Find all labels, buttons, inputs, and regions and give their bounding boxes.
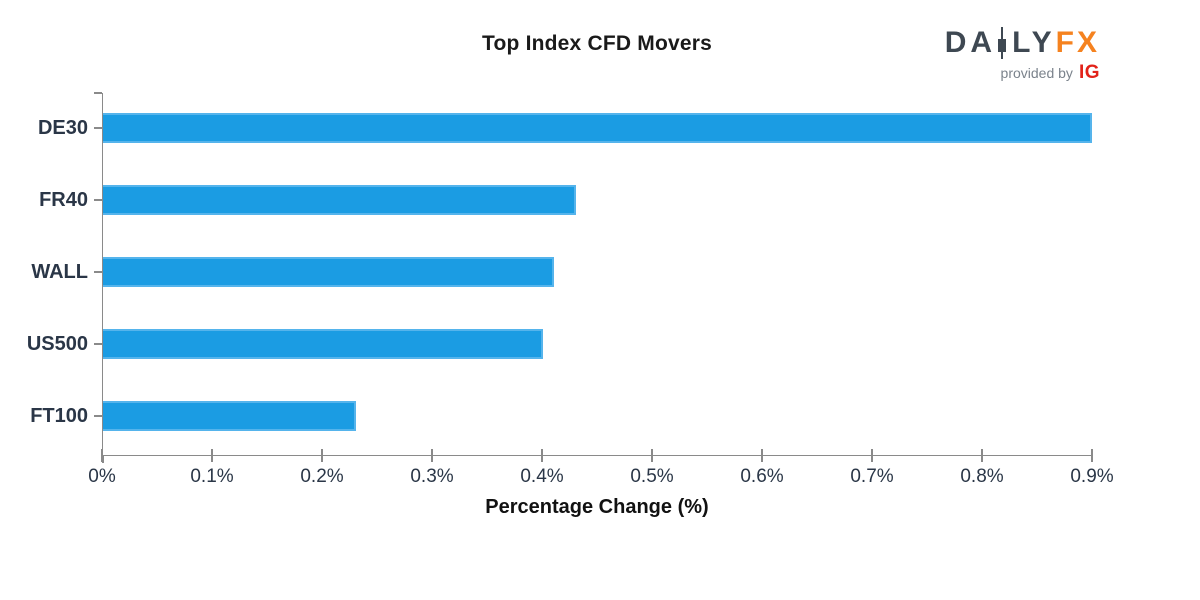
plot-area [102,93,1092,456]
x-tick-label: 0.6% [740,466,784,487]
logo-subline: provided by IG [945,62,1100,84]
logo-text-ly: LY [1012,26,1056,59]
x-tick-label: 0.2% [300,466,344,487]
bar-ft100 [103,401,356,431]
x-tick-label: 0.7% [850,466,894,487]
bar-wall [103,257,554,287]
x-tick-mark [101,449,103,462]
y-tick-mark [94,343,102,345]
x-tick-mark [431,449,433,462]
x-tick-label: 0.5% [630,466,674,487]
y-axis-cap [94,92,102,94]
bar-fr40 [103,185,576,215]
bar-us500 [103,329,543,359]
x-axis-title: Percentage Change (%) [485,496,709,518]
x-tick-label: 0% [88,466,116,487]
x-tick-mark [541,449,543,462]
x-tick-label: 0.1% [190,466,234,487]
bar-de30 [103,113,1092,143]
ig-logo: IG [1078,62,1100,83]
x-tick-label: 0.4% [520,466,564,487]
logo-text-fx: FX [1055,26,1100,59]
y-tick-mark [94,199,102,201]
x-tick-mark [1091,449,1093,462]
x-tick-mark [211,449,213,462]
logo-text-da: DA [944,26,997,59]
x-tick-label: 0.9% [1070,466,1114,487]
y-tick-label-fr40: FR40 [39,189,88,211]
x-tick-mark [761,449,763,462]
y-tick-label-wall: WALL [31,261,88,283]
y-tick-mark [94,415,102,417]
y-tick-label-de30: DE30 [37,117,88,139]
y-tick-mark [94,127,102,129]
chart-title: Top Index CFD Movers [482,32,712,55]
x-tick-mark [871,449,873,462]
dailyfx-logo: DA LY FX provided by IG [945,26,1100,84]
x-tick-mark [981,449,983,462]
candlestick-icon [996,27,1008,59]
x-tick-mark [651,449,653,462]
x-tick-label: 0.3% [410,466,454,487]
x-tick-label: 0.8% [960,466,1004,487]
provided-by-label: provided by [1000,65,1073,81]
y-tick-label-us500: US500 [26,333,88,355]
y-tick-label-ft100: FT100 [30,405,88,427]
dailyfx-wordmark: DA LY FX [945,26,1100,60]
y-tick-mark [94,271,102,273]
x-tick-mark [321,449,323,462]
